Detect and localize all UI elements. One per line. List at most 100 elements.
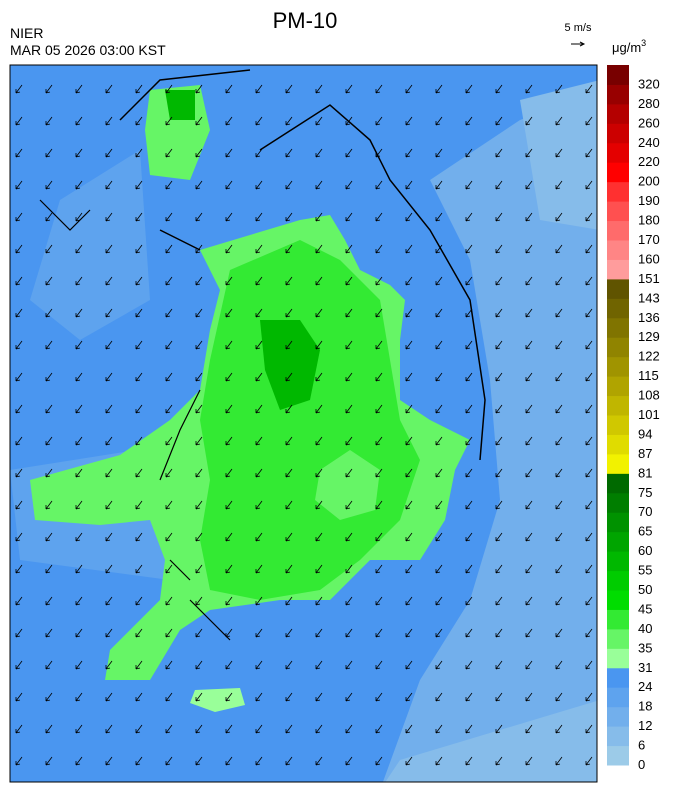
wind-arrow bbox=[195, 500, 203, 510]
colorbar-segment bbox=[607, 317, 629, 338]
colorbar-segment bbox=[607, 628, 629, 649]
wind-arrow bbox=[225, 756, 233, 766]
wind-arrow bbox=[375, 756, 383, 766]
wind-arrow bbox=[345, 212, 353, 222]
wind-arrow bbox=[225, 404, 233, 414]
coastline bbox=[119, 69, 486, 461]
wind-arrow bbox=[585, 340, 593, 350]
wind-arrow bbox=[195, 212, 203, 222]
wind-arrow bbox=[105, 564, 113, 574]
wind-arrow bbox=[75, 660, 83, 670]
wind-arrow bbox=[375, 596, 383, 606]
wind-arrow bbox=[315, 628, 323, 638]
wind-arrow bbox=[405, 596, 413, 606]
wind-arrow bbox=[45, 660, 53, 670]
wind-arrow bbox=[315, 340, 323, 350]
wind-arrow bbox=[345, 244, 353, 254]
wind-arrow bbox=[525, 148, 533, 158]
colorbar-label: 87 bbox=[638, 446, 652, 461]
wind-arrow bbox=[345, 308, 353, 318]
wind-arrow bbox=[465, 244, 473, 254]
wind-arrow bbox=[555, 84, 563, 94]
wind-arrow bbox=[45, 180, 53, 190]
wind-arrow bbox=[405, 692, 413, 702]
wind-arrow bbox=[285, 340, 293, 350]
wind-arrow bbox=[465, 532, 473, 542]
wind-arrow bbox=[435, 244, 443, 254]
wind-arrow bbox=[585, 308, 593, 318]
wind-arrow bbox=[555, 596, 563, 606]
wind-arrow bbox=[105, 148, 113, 158]
wind-arrow bbox=[525, 244, 533, 254]
colorbar-segment bbox=[607, 551, 629, 572]
wind-arrow bbox=[555, 180, 563, 190]
colorbar-segment bbox=[607, 531, 629, 552]
wind-arrow bbox=[15, 500, 23, 510]
wind-arrow bbox=[135, 564, 143, 574]
wind-arrow bbox=[315, 724, 323, 734]
wind-arrow bbox=[345, 532, 353, 542]
wind-arrow bbox=[255, 468, 263, 478]
wind-arrow bbox=[285, 116, 293, 126]
wind-arrow bbox=[45, 692, 53, 702]
wind-arrow bbox=[495, 500, 503, 510]
wind-arrow bbox=[45, 404, 53, 414]
colorbar-label: 31 bbox=[638, 660, 652, 675]
wind-arrow bbox=[495, 404, 503, 414]
wind-arrow bbox=[525, 180, 533, 190]
wind-arrow bbox=[345, 372, 353, 382]
wind-arrow bbox=[195, 404, 203, 414]
wind-arrow bbox=[435, 180, 443, 190]
wind-arrow bbox=[225, 116, 233, 126]
wind-arrow bbox=[375, 692, 383, 702]
wind-reference-head bbox=[579, 41, 586, 47]
colorbar-label: 35 bbox=[638, 640, 652, 655]
wind-arrow bbox=[495, 116, 503, 126]
wind-arrow bbox=[135, 84, 143, 94]
lighter-region bbox=[520, 80, 597, 230]
wind-arrow bbox=[525, 564, 533, 574]
wind-arrow bbox=[255, 340, 263, 350]
wind-arrow bbox=[285, 468, 293, 478]
colorbar-label: 151 bbox=[638, 271, 660, 286]
wind-arrow bbox=[15, 180, 23, 190]
wind-arrow bbox=[345, 692, 353, 702]
wind-arrow bbox=[345, 500, 353, 510]
wind-arrow bbox=[165, 436, 173, 446]
wind-arrow bbox=[195, 532, 203, 542]
colorbar-label: 12 bbox=[638, 718, 652, 733]
wind-arrow bbox=[435, 436, 443, 446]
wind-arrow bbox=[195, 244, 203, 254]
wind-arrow bbox=[585, 500, 593, 510]
wind-arrow bbox=[465, 468, 473, 478]
wind-arrow bbox=[225, 596, 233, 606]
wind-arrow bbox=[165, 212, 173, 222]
wind-arrow bbox=[45, 116, 53, 126]
wind-arrow bbox=[15, 436, 23, 446]
wind-arrow bbox=[315, 212, 323, 222]
wind-arrow bbox=[555, 628, 563, 638]
wind-arrow bbox=[555, 244, 563, 254]
wind-arrow bbox=[405, 532, 413, 542]
wind-arrow bbox=[135, 372, 143, 382]
wind-arrow bbox=[105, 116, 113, 126]
wind-arrow bbox=[225, 532, 233, 542]
wind-arrow bbox=[375, 180, 383, 190]
colorbar-label: 24 bbox=[638, 679, 652, 694]
wind-arrow bbox=[375, 84, 383, 94]
wind-arrow bbox=[465, 500, 473, 510]
wind-arrow bbox=[45, 276, 53, 286]
land-pollution-peak bbox=[260, 320, 320, 410]
wind-arrow bbox=[465, 84, 473, 94]
wind-arrow bbox=[585, 596, 593, 606]
wind-arrow bbox=[345, 148, 353, 158]
wind-arrow bbox=[495, 724, 503, 734]
wind-arrow bbox=[165, 148, 173, 158]
wind-arrow bbox=[315, 564, 323, 574]
wind-arrow bbox=[555, 564, 563, 574]
colorbar-label: 280 bbox=[638, 96, 660, 111]
wind-arrow bbox=[45, 468, 53, 478]
wind-arrow bbox=[15, 532, 23, 542]
wind-arrow bbox=[315, 468, 323, 478]
wind-arrow bbox=[255, 564, 263, 574]
